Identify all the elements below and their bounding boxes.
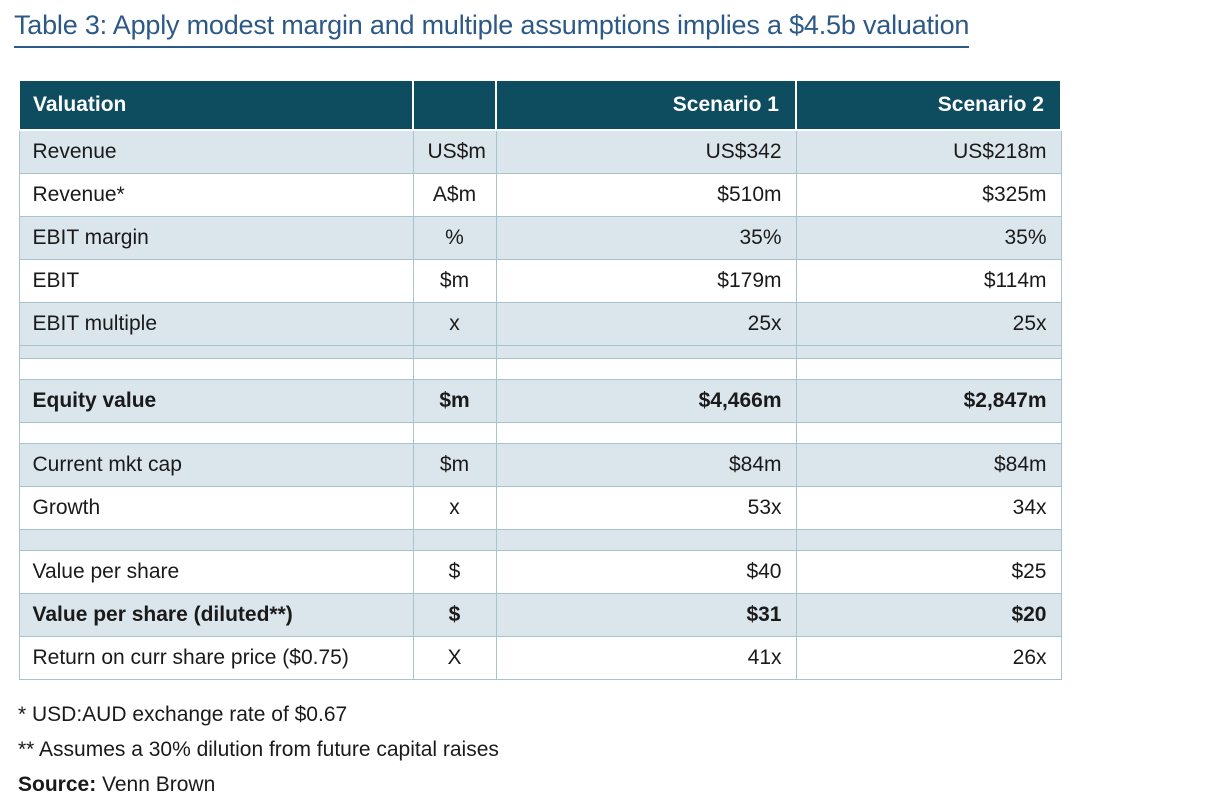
table-row: Return on curr share price ($0.75) X 41x 26…: [18, 636, 1062, 680]
row-unit: $: [412, 550, 497, 594]
row-scenario-2-value: 26x: [795, 636, 1062, 680]
row-unit: %: [412, 216, 497, 260]
row-scenario-1-value: $84m: [495, 443, 797, 487]
table-row: EBIT margin% 35% 35%: [18, 216, 1062, 260]
row-scenario-2-value: $325m: [795, 173, 1062, 217]
spacer-row: [18, 529, 1062, 551]
row-scenario-1-value: US$342: [495, 129, 797, 174]
valuation-table-body: Revenue US$m US$342 US$218m Revenue* A$m $510m…: [18, 129, 1062, 680]
table-title: Table 3: Apply modest margin and multipl…: [14, 10, 969, 48]
row-label: Revenue: [18, 129, 414, 174]
spacer-cell: [495, 345, 797, 359]
row-scenario-1-value: 25x: [495, 302, 797, 346]
table-row: Value per share $ $40 $25: [18, 550, 1062, 594]
spacer-cell: [495, 422, 797, 444]
footnote-dilution: ** Assumes a 30% dilution from future ca…: [18, 738, 499, 762]
row-unit: A$m: [412, 173, 497, 217]
spacer-cell: [795, 422, 1062, 444]
row-scenario-1-value: $510m: [495, 173, 797, 217]
row-scenario-1-value: 53x: [495, 486, 797, 530]
source-line: Source: Venn Brown: [18, 772, 1197, 796]
row-unit: US$m: [412, 129, 497, 174]
footnote-exchange-rate: * USD:AUD exchange rate of $0.67: [18, 703, 348, 726]
row-unit: x: [412, 302, 497, 346]
row-scenario-1-value: $31: [495, 593, 797, 637]
row-label: EBIT margin: [18, 216, 414, 260]
spacer-row: [18, 345, 1062, 359]
row-label: EBIT: [18, 259, 414, 303]
row-unit: X: [412, 636, 497, 680]
spacer-cell: [795, 345, 1062, 359]
row-scenario-2-value: $114m: [795, 259, 1062, 303]
row-scenario-1-value: $179m: [495, 259, 797, 303]
row-unit: $m: [412, 259, 497, 303]
spacer-cell: [795, 358, 1062, 380]
row-label: Value per share: [18, 550, 414, 594]
table-row: Equity value $m $4,466m $2,847m: [18, 379, 1062, 423]
table-header-row: Valuation Scenario 1 Scenario 2: [18, 79, 1062, 131]
row-scenario-2-value: $2,847m: [795, 379, 1062, 423]
row-scenario-1-value: $40: [495, 550, 797, 594]
row-scenario-1-value: $4,466m: [495, 379, 797, 423]
row-scenario-2-value: $25: [795, 550, 1062, 594]
row-unit: $m: [412, 443, 497, 487]
table-row: EBIT $m $179m $114m: [18, 259, 1062, 303]
header-unit-blank: [412, 79, 497, 131]
row-label: Value per share (diluted**): [18, 593, 414, 637]
footnotes: * USD:AUD exchange rate of $0.67 ** Assu…: [18, 702, 1197, 796]
spacer-row: [18, 422, 1062, 444]
row-unit: $m: [412, 379, 497, 423]
row-scenario-2-value: $84m: [795, 443, 1062, 487]
row-label: Growth: [18, 486, 414, 530]
row-scenario-2-value: 25x: [795, 302, 1062, 346]
spacer-row: [18, 358, 1062, 380]
spacer-cell: [495, 529, 797, 551]
table-row: Growth x 53x 34x: [18, 486, 1062, 530]
row-scenario-1-value: 35%: [495, 216, 797, 260]
header-scenario-1: Scenario 1: [495, 79, 797, 131]
spacer-cell: [18, 422, 414, 444]
row-label: Revenue*: [18, 173, 414, 217]
row-unit: $: [412, 593, 497, 637]
source-value: Venn Brown: [96, 773, 216, 796]
spacer-cell: [18, 529, 414, 551]
spacer-cell: [18, 358, 414, 380]
row-label: Return on curr share price ($0.75): [18, 636, 414, 680]
header-valuation: Valuation: [18, 79, 414, 131]
spacer-cell: [412, 422, 497, 444]
spacer-cell: [412, 529, 497, 551]
row-label: Equity value: [18, 379, 414, 423]
header-scenario-2: Scenario 2: [795, 79, 1062, 131]
spacer-cell: [412, 358, 497, 380]
spacer-cell: [795, 529, 1062, 551]
valuation-table: Valuation Scenario 1 Scenario 2 Revenue U…: [18, 79, 1062, 680]
row-unit: x: [412, 486, 497, 530]
spacer-cell: [495, 358, 797, 380]
row-scenario-2-value: 35%: [795, 216, 1062, 260]
table-row: Value per share (diluted**) $ $31 $20: [18, 593, 1062, 637]
spacer-cell: [412, 345, 497, 359]
table-row: Revenue* A$m $510m $325m: [18, 173, 1062, 217]
row-scenario-2-value: 34x: [795, 486, 1062, 530]
row-scenario-2-value: $20: [795, 593, 1062, 637]
table-row: Revenue US$m US$342 US$218m: [18, 129, 1062, 174]
source-label: Source:: [18, 773, 97, 796]
row-scenario-2-value: US$218m: [795, 129, 1062, 174]
row-label: Current mkt cap: [18, 443, 414, 487]
row-label: EBIT multiple: [18, 302, 414, 346]
table-row: EBIT multiple x 25x 25x: [18, 302, 1062, 346]
row-scenario-1-value: 41x: [495, 636, 797, 680]
table-row: Current mkt cap $m $84m $84m: [18, 443, 1062, 487]
spacer-cell: [18, 345, 414, 359]
